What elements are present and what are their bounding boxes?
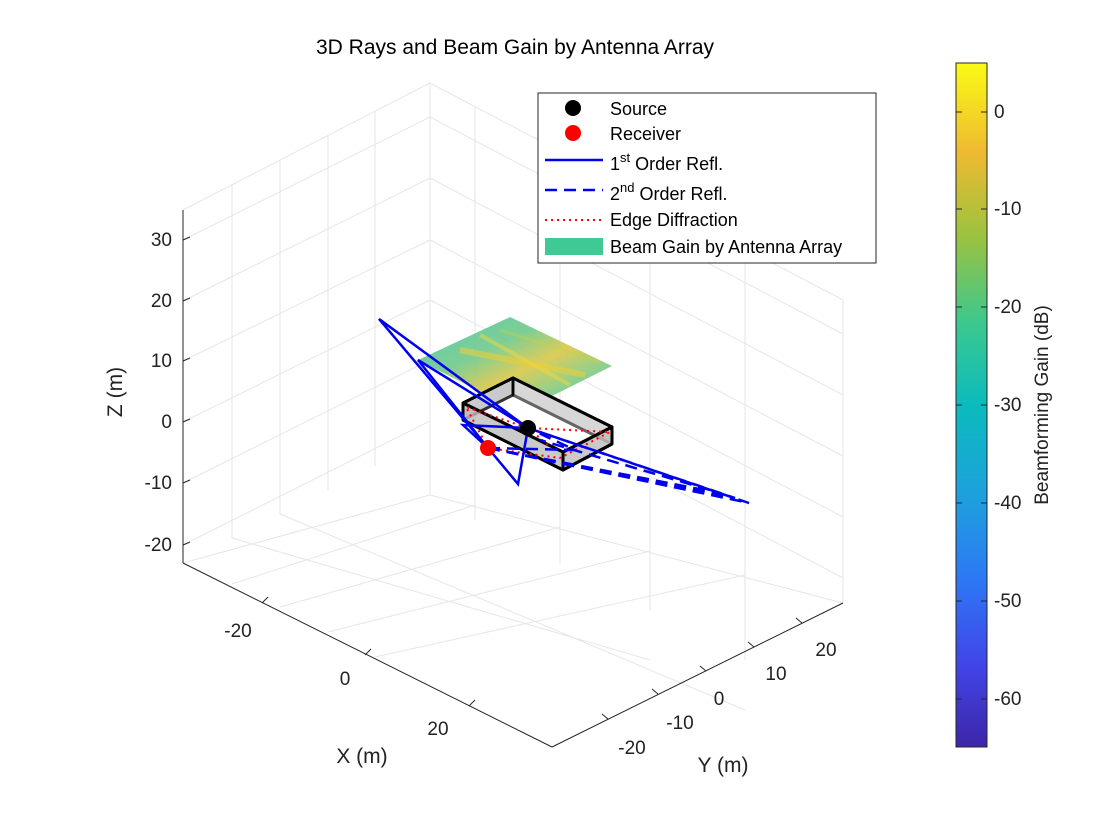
legend: Source Receiver 1st Order Refl. 2nd Orde… <box>537 92 877 264</box>
colorbar-tick-label: -50 <box>994 591 1021 612</box>
axis-lines <box>182 210 844 748</box>
x-ticks <box>261 596 476 707</box>
x-tick-label: 0 <box>340 669 351 690</box>
y-tick-labels: -20 -10 0 10 20 <box>618 640 836 759</box>
z-axis-label: Z (m) <box>104 367 127 417</box>
z-tick-label: 10 <box>151 351 172 372</box>
x-tick-label: -20 <box>224 621 251 642</box>
chart-title: 3D Rays and Beam Gain by Antenna Array <box>316 36 715 59</box>
colorbar-ticks <box>956 111 987 700</box>
beam-gain-surface <box>418 317 612 412</box>
first-order-reflection-rays <box>378 317 530 487</box>
colorbar-tick-label: -40 <box>994 493 1021 514</box>
y-axis-label: Y (m) <box>698 754 749 777</box>
y-tick-label: -20 <box>618 738 645 759</box>
legend-edge-label: Edge Diffraction <box>610 210 738 230</box>
legend-box <box>537 92 877 264</box>
x-tick-labels: -20 0 20 <box>224 621 448 740</box>
legend-beam-label: Beam Gain by Antenna Array <box>610 237 842 257</box>
x-axis-label: X (m) <box>336 745 387 768</box>
z-tick-label: -20 <box>145 535 172 556</box>
x-tick-label: 20 <box>427 719 448 740</box>
z-tick-label: 0 <box>161 412 172 433</box>
axes-grid <box>182 82 844 711</box>
y-tick-label: 0 <box>714 689 725 710</box>
second-order-reflection-rays <box>487 426 750 505</box>
receiver-marker <box>480 440 496 456</box>
colorbar-label: Beamforming Gain (dB) <box>1032 305 1053 505</box>
z-tick-label: 30 <box>151 230 172 251</box>
z-tick-label: 20 <box>151 291 172 312</box>
legend-source-marker <box>565 100 581 116</box>
y-tick-label: 20 <box>815 640 836 661</box>
colorbar-tick-label: -30 <box>994 395 1021 416</box>
colorbar-tick-label: -60 <box>994 689 1021 710</box>
legend-source-label: Source <box>610 99 667 119</box>
legend-receiver-label: Receiver <box>610 124 681 144</box>
legend-refl2-label: 2nd Order Refl. <box>610 180 728 204</box>
y-tick-label: -10 <box>666 713 693 734</box>
z-ticks <box>182 236 191 546</box>
colorbar-tick-label: -20 <box>994 297 1021 318</box>
y-ticks <box>601 617 803 720</box>
source-marker <box>520 420 536 436</box>
colorbar-tick-label: 0 <box>994 102 1005 123</box>
colorbar: 0 -10 -20 -30 -40 -50 -60 Beamforming Ga… <box>955 62 1053 748</box>
y-tick-label: 10 <box>765 664 786 685</box>
colorbar-tick-label: -10 <box>994 199 1021 220</box>
room-box <box>461 376 614 472</box>
legend-beam-patch <box>545 238 603 255</box>
z-tick-label: -10 <box>145 473 172 494</box>
z-tick-labels: 30 20 10 0 -10 -20 <box>145 230 172 556</box>
legend-refl1-label: 1st Order Refl. <box>610 150 723 174</box>
legend-receiver-marker <box>565 125 581 141</box>
